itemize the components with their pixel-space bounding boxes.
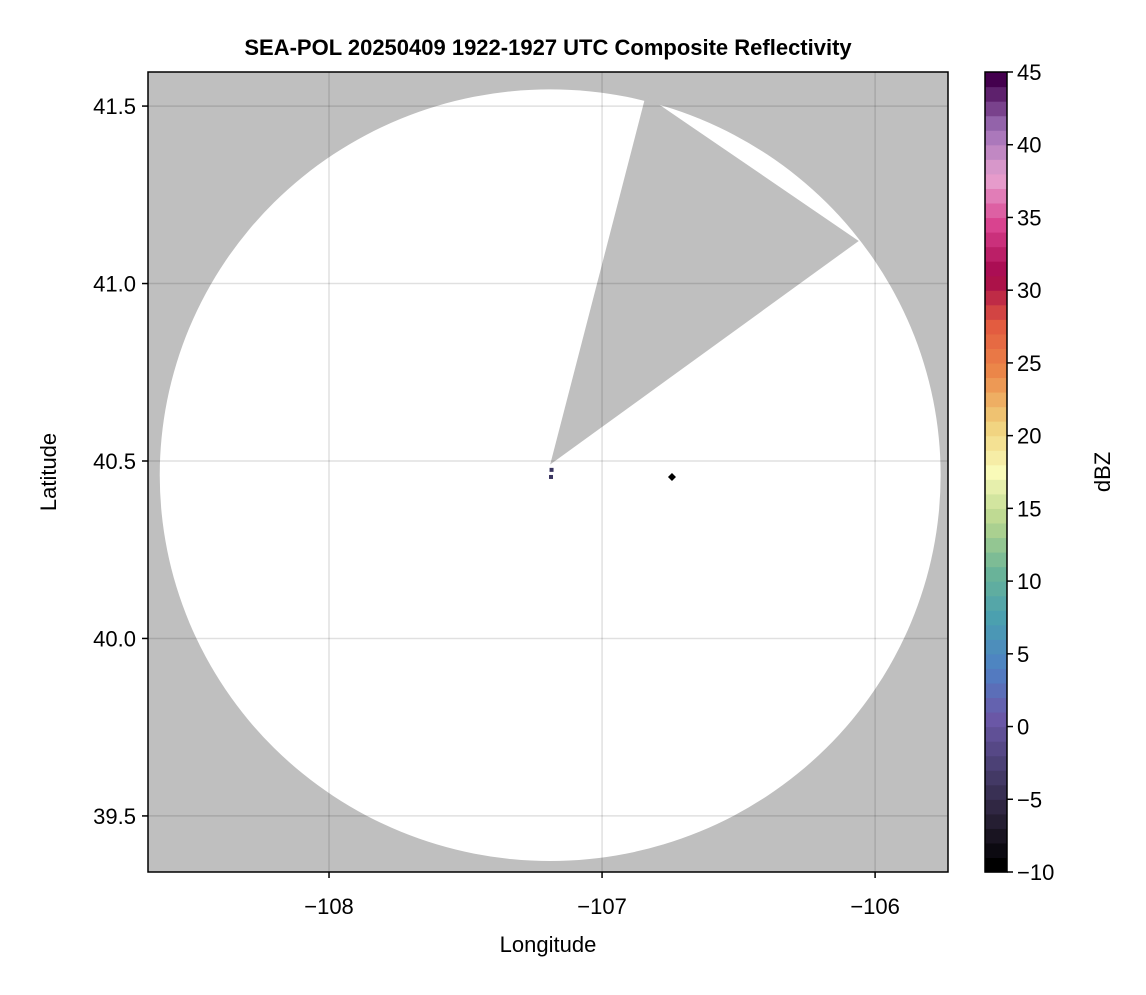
colorbar-bin bbox=[985, 144, 1007, 160]
colorbar-bin bbox=[985, 653, 1007, 669]
colorbar-bin bbox=[985, 188, 1007, 204]
colorbar-bin bbox=[985, 304, 1007, 320]
colorbar-bin bbox=[985, 522, 1007, 539]
colorbar-bin bbox=[985, 377, 1007, 393]
x-axis: −108 −107 −106 bbox=[304, 872, 900, 919]
colorbar-bin bbox=[985, 319, 1007, 335]
colorbar-bin bbox=[985, 813, 1007, 829]
colorbar-bin bbox=[985, 275, 1007, 291]
colorbar-bin bbox=[985, 508, 1007, 524]
colorbar-bin bbox=[985, 828, 1007, 844]
y-tick-label: 40.0 bbox=[93, 626, 136, 651]
colorbar-bin bbox=[985, 741, 1007, 757]
y-tick-label: 40.5 bbox=[93, 449, 136, 474]
colorbar-bin bbox=[985, 246, 1007, 262]
colorbar-tick-label: 35 bbox=[1017, 205, 1041, 230]
colorbar-bin bbox=[985, 421, 1007, 437]
colorbar-bin bbox=[985, 624, 1007, 640]
colorbar-bin bbox=[985, 217, 1007, 233]
colorbar-tick-label: 40 bbox=[1017, 133, 1041, 158]
echo-pixel bbox=[549, 467, 554, 472]
x-tick-label: −108 bbox=[304, 894, 354, 919]
colorbar-bin bbox=[985, 668, 1007, 684]
colorbar-bin bbox=[985, 464, 1007, 480]
colorbar-bin bbox=[985, 755, 1007, 771]
colorbar-bin bbox=[985, 86, 1007, 102]
colorbar-bin bbox=[985, 115, 1007, 131]
colorbar-bin bbox=[985, 784, 1007, 800]
y-axis: 39.5 40.0 40.5 41.0 41.5 bbox=[93, 94, 148, 829]
colorbar-bin bbox=[985, 595, 1007, 611]
colorbar-bin bbox=[985, 348, 1007, 364]
chart-title: SEA-POL 20250409 1922-1927 UTC Composite… bbox=[244, 35, 852, 60]
blocked-sector bbox=[550, 95, 859, 465]
colorbar-bin bbox=[985, 392, 1007, 408]
colorbar-bin bbox=[985, 712, 1007, 728]
y-tick-label: 41.0 bbox=[93, 272, 136, 297]
colorbar-bin bbox=[985, 101, 1007, 117]
colorbar-bin bbox=[985, 450, 1007, 466]
x-tick-label: −106 bbox=[850, 894, 900, 919]
plot-frame bbox=[147, 71, 949, 873]
colorbar-tick-label: 25 bbox=[1017, 351, 1041, 376]
colorbar-bin bbox=[985, 130, 1007, 146]
colorbar-tick-label: 15 bbox=[1017, 496, 1041, 521]
colorbar-tick-label: 0 bbox=[1017, 715, 1029, 740]
x-axis-label: Longitude bbox=[500, 932, 597, 957]
colorbar-bin bbox=[985, 842, 1007, 859]
colorbar-bin bbox=[985, 493, 1007, 509]
colorbar-bin bbox=[985, 173, 1007, 189]
colorbar-bin bbox=[985, 610, 1007, 626]
colorbar-tick-label: 45 bbox=[1017, 60, 1041, 85]
colorbar-bin bbox=[985, 566, 1007, 582]
colorbar-bin bbox=[985, 479, 1007, 495]
y-axis-label: Latitude bbox=[36, 433, 61, 511]
echoes bbox=[549, 467, 554, 479]
colorbar-bin bbox=[985, 72, 1007, 88]
echo-pixel bbox=[549, 474, 554, 479]
colorbar-tick-label: 20 bbox=[1017, 424, 1041, 449]
colorbar-bin bbox=[985, 639, 1007, 655]
colorbar-bin bbox=[985, 406, 1007, 422]
colorbar-bin bbox=[985, 799, 1007, 815]
colorbar-bin bbox=[985, 232, 1007, 248]
y-tick-label: 41.5 bbox=[93, 94, 136, 119]
colorbar-bin bbox=[985, 857, 1007, 873]
colorbar-bin bbox=[985, 290, 1007, 306]
colorbar: −10 −5 0 5 10 15 20 25 30 35 40 45 bbox=[984, 60, 1054, 885]
colorbar-bin bbox=[985, 362, 1007, 379]
colorbar-tick-label: 5 bbox=[1017, 642, 1029, 667]
colorbar-frame bbox=[984, 71, 1008, 873]
colorbar-bin bbox=[985, 552, 1007, 568]
colorbar-label: dBZ bbox=[1090, 452, 1115, 492]
colorbar-bin bbox=[985, 770, 1007, 786]
colorbar-tick-label: −5 bbox=[1017, 787, 1042, 812]
colorbar-bin bbox=[985, 581, 1007, 597]
colorbar-tick-label: 10 bbox=[1017, 569, 1041, 594]
x-tick-label: −107 bbox=[577, 894, 627, 919]
colorbar-bin bbox=[985, 435, 1007, 451]
colorbar-bin bbox=[985, 682, 1007, 699]
colorbar-bin bbox=[985, 537, 1007, 553]
colorbar-bin bbox=[985, 202, 1007, 219]
colorbar-bin bbox=[985, 697, 1007, 713]
colorbar-bin bbox=[985, 726, 1007, 742]
colorbar-bin bbox=[985, 333, 1007, 349]
colorbar-tick-label: 30 bbox=[1017, 278, 1041, 303]
grid-lines bbox=[148, 72, 948, 872]
radar-site-marker bbox=[667, 472, 676, 481]
colorbar-bin bbox=[985, 159, 1007, 175]
colorbar-tick-label: −10 bbox=[1017, 860, 1054, 885]
y-tick-label: 39.5 bbox=[93, 804, 136, 829]
colorbar-bin bbox=[985, 261, 1007, 277]
